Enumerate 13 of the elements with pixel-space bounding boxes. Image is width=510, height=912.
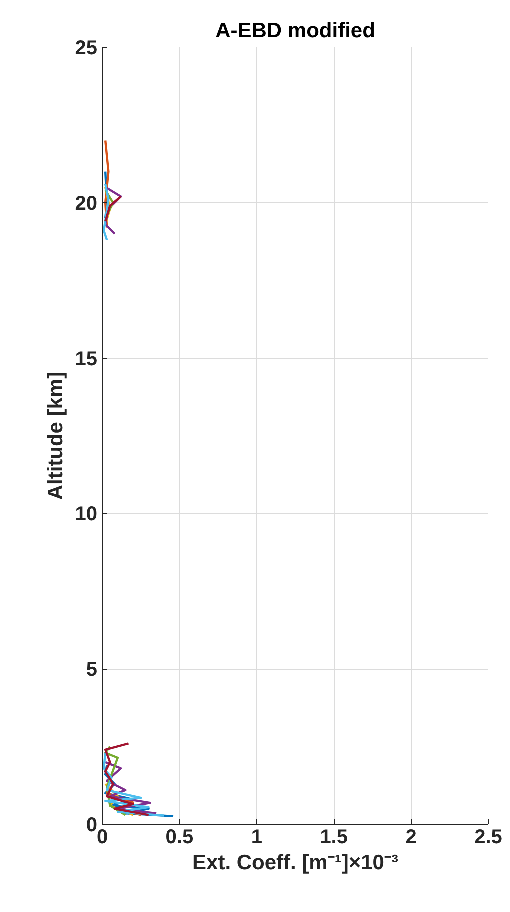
- x-tick-label: 1.5: [320, 826, 348, 848]
- chart-title: A-EBD modified: [216, 20, 376, 42]
- x-tick-label: 2: [406, 826, 417, 848]
- y-axis-title: Altitude [km]: [44, 372, 68, 500]
- y-tick-label: 15: [75, 348, 98, 370]
- y-tick-label: 5: [86, 659, 98, 682]
- x-tick-label: 0.5: [166, 826, 194, 848]
- x-axis-title: Ext. Coeff. [m⁻¹]×10⁻³: [192, 852, 398, 874]
- x-tick-label: 1: [251, 826, 262, 848]
- y-tick-label: 10: [75, 504, 98, 526]
- y-tick-label: 25: [75, 38, 98, 60]
- x-tick-label: 2.5: [474, 826, 502, 848]
- y-tick-label: 20: [75, 192, 98, 215]
